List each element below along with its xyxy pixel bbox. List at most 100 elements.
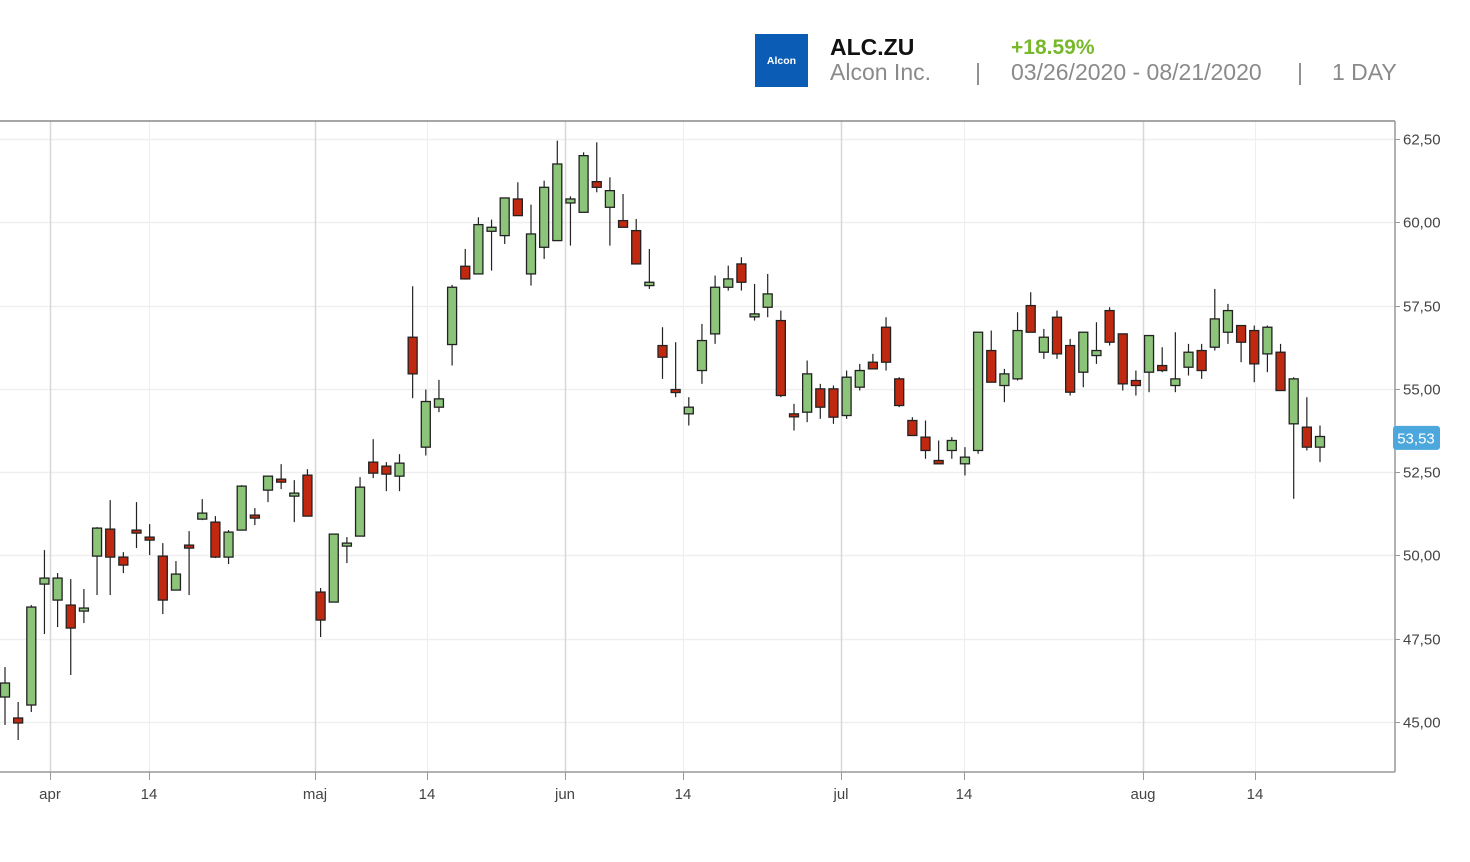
candle[interactable] (1025, 292, 1036, 333)
candle[interactable] (1104, 307, 1115, 346)
candle[interactable] (591, 142, 602, 193)
candle[interactable] (249, 508, 261, 526)
candle[interactable] (1235, 324, 1247, 363)
candle[interactable] (683, 397, 694, 426)
candle[interactable] (197, 499, 208, 521)
candle[interactable] (157, 543, 168, 615)
candle[interactable] (894, 377, 905, 408)
candle[interactable] (1196, 343, 1207, 379)
candle[interactable] (525, 204, 537, 286)
candle[interactable] (328, 533, 339, 603)
candle[interactable] (736, 257, 747, 291)
candle[interactable] (1157, 347, 1168, 373)
candle[interactable] (1209, 288, 1220, 351)
candle[interactable] (920, 420, 931, 459)
candle[interactable] (1170, 332, 1181, 393)
candle[interactable] (841, 370, 852, 419)
candle[interactable] (657, 327, 668, 379)
candle[interactable] (552, 140, 563, 242)
candle[interactable] (446, 284, 458, 366)
candle[interactable] (183, 531, 195, 596)
candle[interactable] (972, 331, 984, 454)
candle[interactable] (578, 152, 589, 213)
candle[interactable] (815, 383, 826, 419)
candle[interactable] (91, 527, 103, 596)
candle[interactable] (907, 417, 918, 437)
candle[interactable] (170, 561, 182, 591)
candle[interactable] (880, 317, 892, 371)
candle[interactable] (52, 573, 63, 628)
candle[interactable] (946, 437, 957, 459)
candle[interactable] (262, 475, 274, 503)
candle[interactable] (1222, 303, 1234, 344)
candle[interactable] (499, 197, 510, 244)
candle[interactable] (867, 353, 879, 370)
candle[interactable] (26, 605, 37, 713)
candle[interactable] (1091, 322, 1102, 364)
candle[interactable] (933, 440, 944, 465)
candle[interactable] (12, 702, 24, 740)
candle[interactable] (512, 182, 523, 217)
candle[interactable] (986, 330, 997, 383)
candle[interactable] (762, 273, 773, 318)
candle[interactable] (1301, 397, 1312, 451)
candle[interactable] (1143, 334, 1155, 393)
candle[interactable] (144, 524, 155, 556)
candle[interactable] (394, 454, 405, 492)
candle[interactable] (709, 275, 721, 344)
candle[interactable] (275, 464, 287, 490)
candle[interactable] (0, 667, 11, 725)
candle[interactable] (460, 248, 471, 280)
candle[interactable] (407, 286, 418, 399)
candle[interactable] (644, 248, 655, 289)
candle[interactable] (302, 469, 313, 517)
candle[interactable] (354, 477, 366, 537)
candle[interactable] (617, 193, 629, 228)
candle[interactable] (486, 219, 497, 271)
candle[interactable] (1249, 325, 1260, 383)
candle[interactable] (1183, 343, 1194, 376)
candle[interactable] (631, 218, 642, 265)
candle[interactable] (118, 552, 129, 574)
candle[interactable] (775, 310, 786, 398)
candle[interactable] (473, 217, 484, 275)
candle[interactable] (1288, 377, 1299, 499)
candle[interactable] (999, 368, 1010, 403)
candle[interactable] (39, 550, 50, 635)
candle[interactable] (78, 589, 90, 624)
candle[interactable] (802, 360, 813, 423)
candle[interactable] (670, 342, 681, 398)
candle[interactable] (565, 196, 576, 246)
candle[interactable] (105, 500, 116, 596)
candle[interactable] (433, 379, 445, 413)
candle[interactable] (828, 385, 839, 424)
candle[interactable] (1038, 328, 1049, 359)
candle[interactable] (420, 389, 431, 456)
candle[interactable] (1275, 343, 1286, 392)
candle[interactable] (1051, 310, 1063, 359)
candle[interactable] (539, 180, 550, 259)
candle[interactable] (1065, 338, 1076, 396)
candle[interactable] (749, 283, 760, 321)
candle[interactable] (959, 447, 971, 476)
candle[interactable] (315, 588, 326, 638)
candle[interactable] (604, 177, 616, 246)
candle[interactable] (65, 579, 76, 676)
candle[interactable] (368, 439, 379, 479)
candle[interactable] (131, 502, 142, 549)
candle[interactable] (854, 363, 865, 391)
candle[interactable] (1012, 312, 1023, 381)
candle[interactable] (210, 516, 221, 559)
candle[interactable] (223, 530, 234, 565)
candle[interactable] (236, 485, 247, 531)
candle[interactable] (1117, 333, 1128, 391)
candle[interactable] (788, 403, 800, 431)
candle[interactable] (696, 323, 708, 384)
candle[interactable] (289, 480, 300, 523)
candle[interactable] (1314, 425, 1326, 463)
candle[interactable] (1262, 325, 1273, 373)
candle[interactable] (1130, 370, 1142, 396)
candle[interactable] (1078, 331, 1089, 388)
candle[interactable] (381, 462, 392, 492)
